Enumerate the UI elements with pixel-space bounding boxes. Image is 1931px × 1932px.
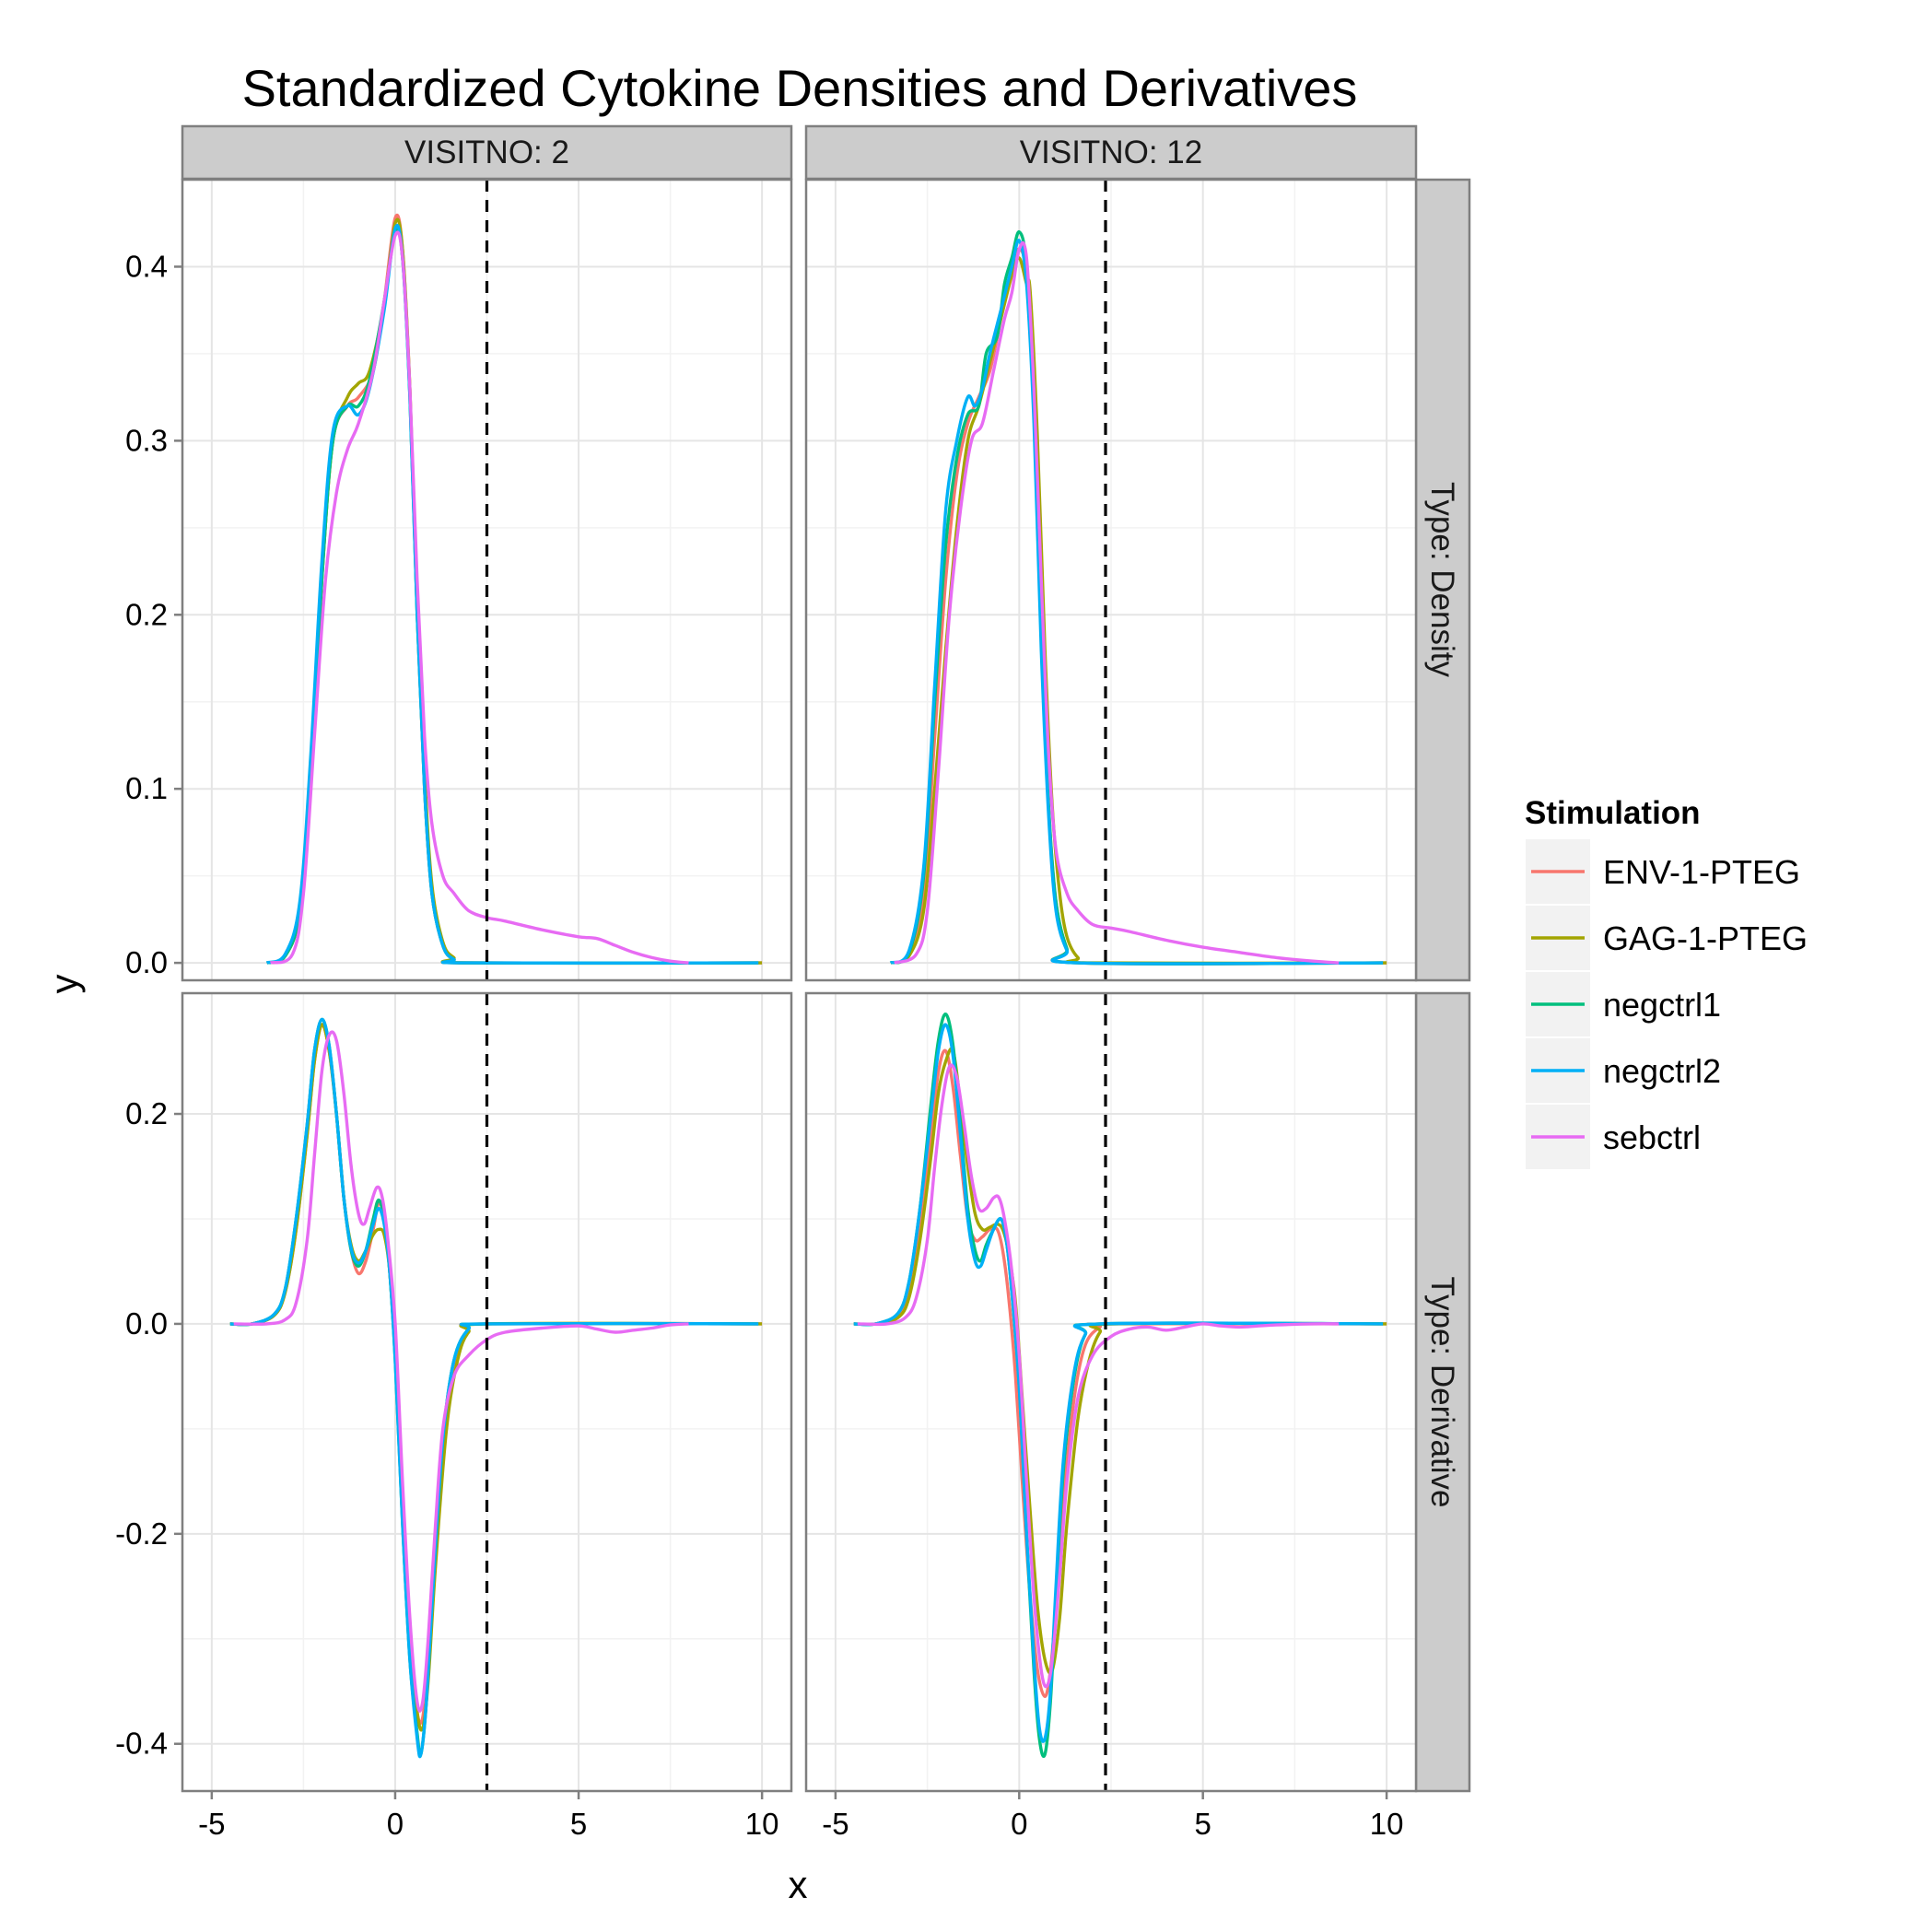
chart-title: Standardized Cytokine Densities and Deri… <box>242 59 1358 117</box>
legend-label-sebctrl: sebctrl <box>1603 1118 1701 1156</box>
legend: Stimulation ENV-1-PTEG GAG-1-PTEG negctrl1… <box>1524 795 1808 1171</box>
y-axis-title: y <box>42 975 86 994</box>
y-tick-label: 0.4 <box>125 249 168 283</box>
facet-strip-derivative <box>1414 991 1471 1793</box>
x-tick-label: 0 <box>387 1807 404 1841</box>
x-tick-label: -5 <box>822 1807 848 1841</box>
series-lines <box>265 213 763 966</box>
panel-r1-c0 <box>181 991 793 1793</box>
y-tick-label: 0.2 <box>125 1096 168 1130</box>
legend-label-gag-1-pteg: GAG-1-PTEG <box>1603 919 1808 957</box>
legend-label-env-1-pteg: ENV-1-PTEG <box>1603 853 1800 891</box>
series-line-negctrl2 <box>853 1023 1384 1743</box>
series-lines <box>889 229 1387 966</box>
facet-strip-visit-2 <box>181 124 793 181</box>
series-line-env-1-pteg <box>853 1048 1387 1699</box>
series-line-negctrl2 <box>889 239 1384 966</box>
panel-r1-c1 <box>804 991 1418 1793</box>
y-tick-label: -0.2 <box>115 1516 168 1551</box>
legend-label-negctrl1: negctrl1 <box>1603 986 1721 1024</box>
facet-label-density: Type: Density <box>1424 482 1460 678</box>
x-tick-label: 10 <box>1370 1807 1404 1841</box>
axes-layer: 0.0 0.1 0.2 0.3 0.4 -0.4 -0.2 0.0 0.2 -5 0 5 10 -5 0 5 1… <box>115 249 1403 1841</box>
facet-strip-density <box>1414 178 1471 982</box>
legend-label-negctrl2: negctrl2 <box>1603 1052 1721 1090</box>
panel-border <box>804 178 1418 982</box>
series-lines <box>853 1013 1387 1759</box>
panel-r0-c1 <box>804 178 1418 982</box>
series-line-sebctrl <box>857 1063 1340 1689</box>
legend-title: Stimulation <box>1525 795 1701 831</box>
x-tick-label: -5 <box>198 1807 225 1841</box>
y-tick-label: 0.1 <box>125 771 168 805</box>
x-axis-title: x <box>789 1863 808 1906</box>
facet-label-visit-12: VISITNO: 12 <box>1020 135 1202 170</box>
y-tick-label: 0.3 <box>125 423 168 457</box>
series-line-sebctrl <box>894 240 1340 965</box>
y-tick-label: -0.4 <box>115 1727 168 1761</box>
panel-border <box>804 991 1418 1793</box>
series-line-negctrl2 <box>265 223 759 966</box>
facet-label-derivative: Type: Derivative <box>1424 1277 1460 1508</box>
panel-border <box>181 991 793 1793</box>
y-tick-label: 0.0 <box>125 1306 168 1341</box>
series-line-gag-1-pteg <box>890 256 1387 966</box>
facet-strip-visit-12 <box>804 124 1418 181</box>
panel-border <box>181 178 793 982</box>
x-tick-label: 5 <box>570 1807 587 1841</box>
y-tick-label: 0.0 <box>125 945 168 979</box>
facet-label-visit-2: VISITNO: 2 <box>404 135 569 170</box>
x-tick-label: 10 <box>745 1807 779 1841</box>
series-line-sebctrl <box>269 230 689 965</box>
series-line-sebctrl <box>233 1030 689 1713</box>
panels-layer <box>181 178 1418 1793</box>
y-tick-label: 0.2 <box>125 597 168 631</box>
x-tick-label: 0 <box>1011 1807 1027 1841</box>
panel-r0-c0 <box>181 178 793 982</box>
x-tick-label: 5 <box>1195 1807 1211 1841</box>
series-lines <box>229 1017 763 1759</box>
